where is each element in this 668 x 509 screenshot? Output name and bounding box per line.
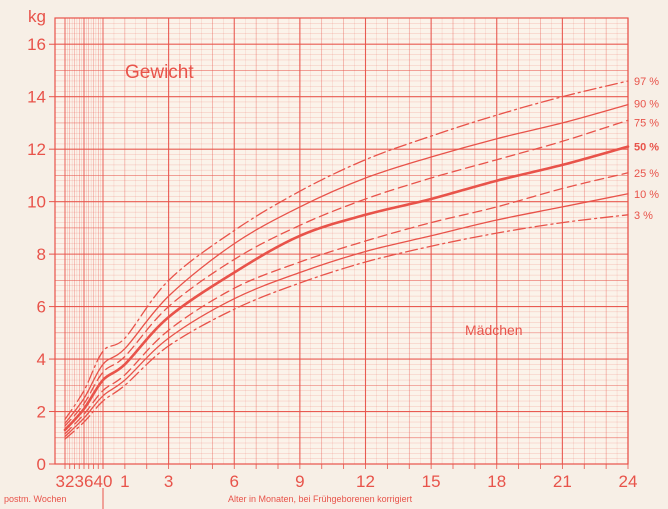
percentile-curve-90 [64,103,629,424]
x-tick-label-week: 32 [56,472,75,491]
y-tick-label: 14 [27,88,46,107]
y-tick-label: 16 [27,35,46,54]
y-tick-label: 2 [37,403,46,422]
x-tick-label-month: 6 [230,472,239,491]
chart-title: Gewicht [125,62,194,83]
percentile-label-50: 50 % [634,142,659,154]
percentile-label-90: 90 % [634,99,659,111]
percentile-labels: 3 % 10 % 25 % 50 % 75 % 90 % 97 % [634,76,659,222]
grid [55,17,629,469]
x-axis-ticks: 32 36 40 1 3 6 9 12 15 18 21 24 [56,472,638,491]
x-tick-label-month: 21 [553,472,572,491]
percentile-curve-25 [64,172,629,435]
percentile-curve-50 [63,145,630,432]
x-tick-label-month: 15 [422,472,441,491]
y-axis-unit: kg [28,7,46,26]
x-tick-label-month: 9 [295,472,304,491]
y-tick-label: 10 [27,193,46,212]
chart-subtitle: Mädchen [465,322,523,338]
percentile-curve-75 [64,119,629,427]
x-tick-label-week: 36 [75,472,94,491]
percentile-label-25: 25 % [634,168,659,180]
months-axis-label: Alter in Monaten, bei Frühgeborenen korr… [228,494,413,504]
y-tick-label: 4 [37,350,46,369]
x-tick-label-month: 1 [120,472,129,491]
percentile-curve-3 [64,214,629,440]
percentile-curves [63,80,630,440]
percentile-label-3: 3 % [634,210,653,222]
weeks-axis-label: postm. Wochen [4,494,66,504]
x-tick-label-month: 12 [356,472,375,491]
percentile-label-97: 97 % [634,76,659,88]
y-axis-ticks: 0 2 4 6 8 10 12 14 16 [27,35,55,474]
percentile-curve-97 [64,80,629,421]
x-tick-label-month: 3 [164,472,173,491]
x-tick-label-month: 24 [619,472,638,491]
y-tick-label: 12 [27,140,46,159]
y-tick-label: 8 [37,245,46,264]
percentile-curve-10 [64,193,629,438]
x-tick-label-week: 40 [94,472,113,491]
percentile-label-10: 10 % [634,189,659,201]
plot-area [54,17,629,465]
x-tick-label-month: 18 [487,472,506,491]
percentile-label-75: 75 % [634,117,659,129]
y-tick-label: 6 [37,298,46,317]
y-tick-label: 0 [37,455,46,474]
